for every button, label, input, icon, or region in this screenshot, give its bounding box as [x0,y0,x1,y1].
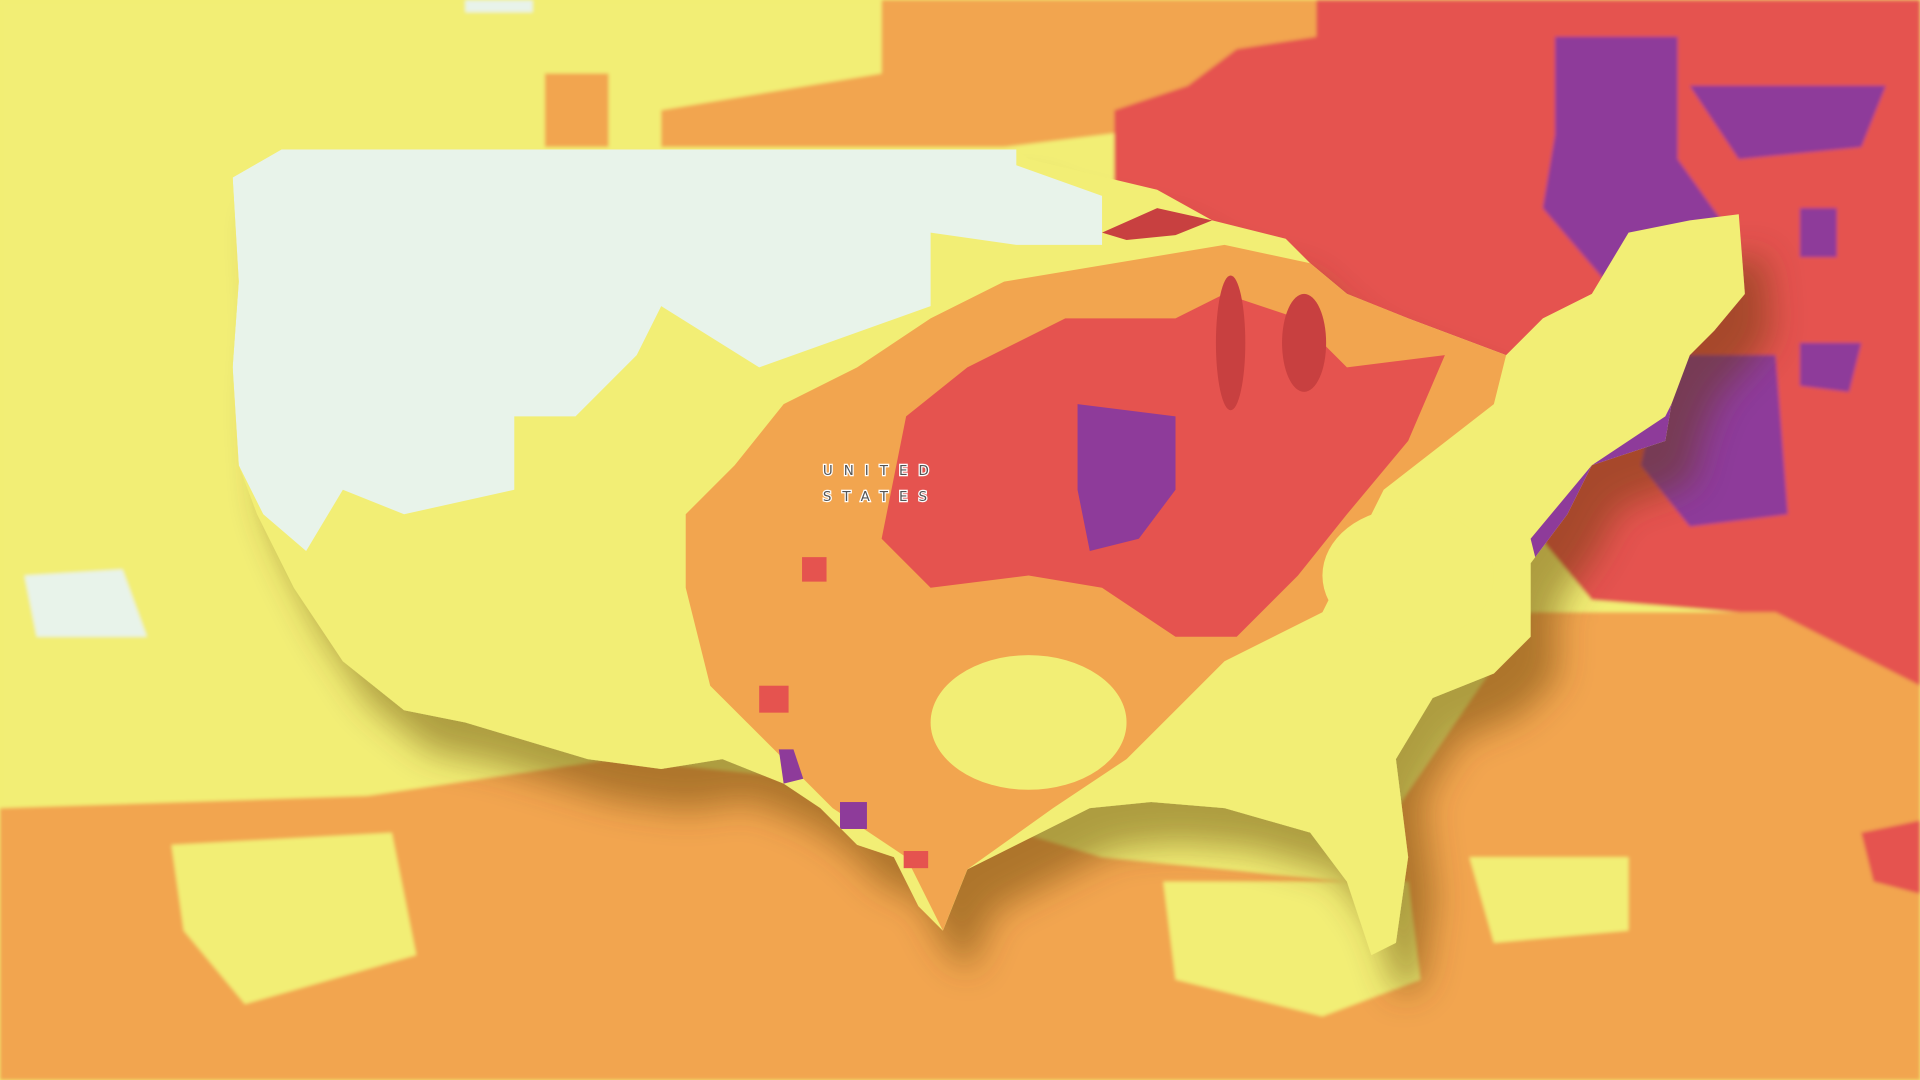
country-label: STATES [823,490,938,505]
country-label: UNITED [823,464,940,479]
